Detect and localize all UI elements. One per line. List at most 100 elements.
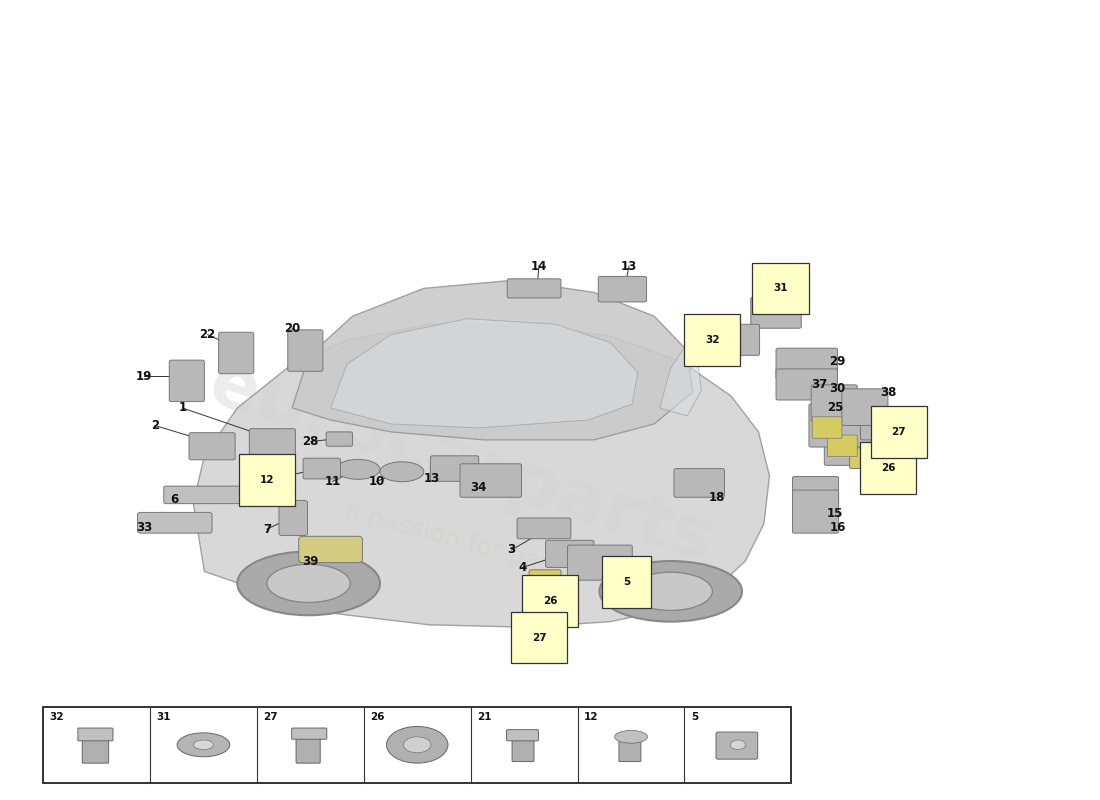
FancyBboxPatch shape [279,501,308,535]
Text: 27: 27 [531,633,547,642]
Polygon shape [660,348,702,416]
Ellipse shape [379,462,424,482]
Ellipse shape [194,740,213,750]
Ellipse shape [336,459,380,479]
Text: 1: 1 [178,402,187,414]
Text: 27: 27 [892,427,906,437]
Ellipse shape [267,564,350,602]
FancyBboxPatch shape [619,738,641,762]
FancyBboxPatch shape [710,324,760,355]
Text: 5: 5 [691,712,698,722]
FancyBboxPatch shape [792,490,838,533]
FancyBboxPatch shape [507,730,538,741]
FancyBboxPatch shape [598,277,647,302]
FancyBboxPatch shape [250,429,296,456]
Text: 22: 22 [199,328,216,341]
FancyBboxPatch shape [78,728,113,741]
Text: 24: 24 [873,446,890,458]
FancyBboxPatch shape [460,464,521,498]
FancyBboxPatch shape [842,389,888,426]
Ellipse shape [629,572,713,610]
Text: 5: 5 [624,577,630,586]
Text: 14: 14 [531,259,547,273]
Ellipse shape [386,726,448,763]
FancyBboxPatch shape [546,540,594,567]
Text: 10: 10 [368,475,385,488]
FancyBboxPatch shape [517,518,571,538]
FancyBboxPatch shape [288,330,323,371]
FancyBboxPatch shape [827,435,857,457]
Text: 6: 6 [170,493,179,506]
FancyBboxPatch shape [808,404,873,447]
FancyBboxPatch shape [513,738,534,762]
Text: 39: 39 [302,554,319,567]
FancyBboxPatch shape [776,369,837,400]
Ellipse shape [404,737,431,753]
Text: 13: 13 [620,259,637,273]
FancyBboxPatch shape [292,728,327,739]
Ellipse shape [600,561,742,622]
Text: 11: 11 [324,475,341,488]
Text: 20: 20 [284,322,300,334]
Text: 33: 33 [136,521,152,534]
Text: 32: 32 [50,712,64,722]
Text: 32: 32 [705,335,719,346]
Ellipse shape [615,730,648,743]
Bar [43,707,791,782]
Text: eurocarparts: eurocarparts [201,350,724,578]
Ellipse shape [730,740,746,750]
Text: 30: 30 [829,382,846,394]
FancyBboxPatch shape [430,456,478,482]
Polygon shape [331,318,638,428]
Ellipse shape [177,733,230,757]
Text: 16: 16 [829,521,846,534]
FancyBboxPatch shape [164,486,243,504]
FancyBboxPatch shape [529,570,561,590]
FancyBboxPatch shape [219,332,254,374]
Bar [43,707,791,782]
FancyBboxPatch shape [299,536,362,562]
Text: a passion for parts since 1985: a passion for parts since 1985 [342,499,714,620]
FancyBboxPatch shape [507,279,561,298]
Text: 2: 2 [151,419,160,432]
Text: 4: 4 [518,561,527,574]
FancyBboxPatch shape [849,448,881,469]
Text: 31: 31 [773,283,788,294]
Text: 26: 26 [542,596,558,606]
FancyBboxPatch shape [138,513,212,533]
Ellipse shape [238,551,380,615]
Text: 21: 21 [477,712,492,722]
FancyBboxPatch shape [189,433,235,460]
FancyBboxPatch shape [824,422,889,466]
FancyBboxPatch shape [304,458,340,479]
Text: 27: 27 [264,712,278,722]
FancyBboxPatch shape [751,297,801,328]
FancyBboxPatch shape [716,732,758,759]
Text: 28: 28 [302,435,319,448]
FancyBboxPatch shape [327,432,352,446]
Polygon shape [194,324,769,627]
Text: 29: 29 [829,355,846,368]
Text: 26: 26 [881,462,895,473]
FancyBboxPatch shape [792,477,838,519]
Text: 26: 26 [371,712,385,722]
FancyBboxPatch shape [776,348,837,379]
FancyBboxPatch shape [860,425,884,440]
Polygon shape [293,281,693,440]
Text: 18: 18 [708,490,725,504]
Text: 7: 7 [263,522,271,536]
FancyBboxPatch shape [674,469,725,498]
Text: 25: 25 [827,402,844,414]
Text: 38: 38 [880,386,896,398]
Text: 19: 19 [135,370,152,382]
Text: 12: 12 [260,474,274,485]
Text: 34: 34 [471,481,487,494]
Text: 3: 3 [507,543,516,556]
FancyBboxPatch shape [296,736,320,763]
FancyBboxPatch shape [524,610,548,625]
FancyBboxPatch shape [82,738,109,763]
FancyBboxPatch shape [812,417,842,438]
Text: 12: 12 [584,712,598,722]
Text: 13: 13 [424,472,440,485]
Text: 37: 37 [811,378,827,390]
